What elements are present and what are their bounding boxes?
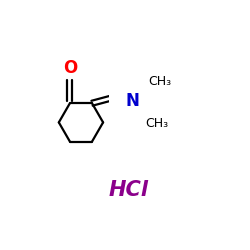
- Text: HCl: HCl: [108, 180, 148, 200]
- Text: CH₃: CH₃: [146, 116, 169, 130]
- Text: CH₃: CH₃: [148, 74, 171, 88]
- Text: O: O: [63, 59, 77, 77]
- Text: N: N: [126, 92, 139, 110]
